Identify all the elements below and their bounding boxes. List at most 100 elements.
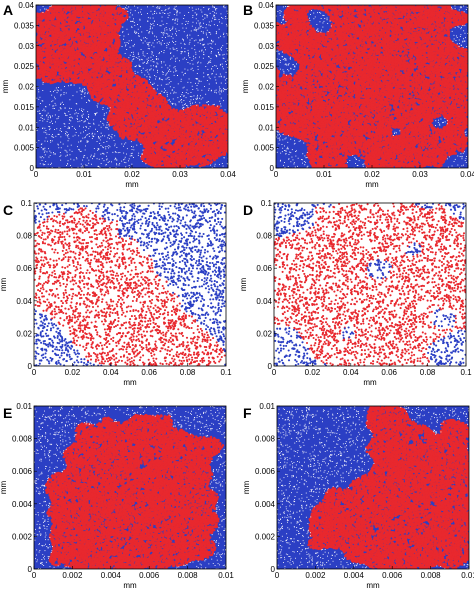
y-tick-label: 0.1 — [261, 199, 273, 208]
x-tick-label: 0.08 — [420, 368, 436, 377]
x-tick-label: 0.01 — [461, 571, 474, 580]
y-axis-label: mm — [241, 80, 250, 94]
series-red-particles — [34, 207, 226, 366]
y-tick-label: 0.008 — [12, 435, 33, 444]
x-axis-label: mm — [125, 180, 139, 189]
plot-frame — [276, 405, 470, 570]
series-blue-speckles — [277, 406, 469, 569]
x-tick-label: 0.002 — [62, 571, 83, 580]
panel-letter: C — [3, 202, 13, 218]
x-tick-label: 0.02 — [305, 368, 321, 377]
y-tick-label: 0.005 — [254, 144, 275, 153]
x-tick-label: 0.1 — [220, 368, 232, 377]
x-tick-label: 0.008 — [178, 571, 199, 580]
x-tick-label: 0.04 — [103, 368, 119, 377]
x-tick-label: 0.008 — [421, 571, 442, 580]
x-tick-label: 0.02 — [364, 170, 380, 179]
plot-area — [276, 5, 468, 168]
x-axis-label: mm — [365, 180, 379, 189]
y-tick-label: 0.002 — [255, 532, 276, 541]
y-axis-label: mm — [0, 278, 8, 292]
y-tick-label: 0.08 — [16, 232, 32, 241]
plot-area — [277, 406, 469, 569]
y-tick-label: 0.02 — [18, 83, 34, 92]
plot-area — [274, 203, 466, 366]
y-tick-label: 0.06 — [256, 264, 272, 273]
y-tick-label: 0.01 — [16, 402, 32, 411]
series-blue-speckles — [36, 5, 228, 168]
x-tick-label: 0 — [32, 571, 37, 580]
y-tick-label: 0.03 — [18, 42, 34, 51]
x-tick-label: 0.01 — [218, 571, 234, 580]
x-tick-label: 0.01 — [76, 170, 92, 179]
x-tick-label: 0.06 — [381, 368, 397, 377]
x-axis-label: mm — [123, 581, 137, 590]
panel-b: 0 0.01 0.02 0.03 0.04 0 0.005 0.01 0.015 0.02 0.02… — [241, 1, 474, 189]
y-tick-label: 0.025 — [254, 62, 275, 71]
y-tick-label: 0.002 — [12, 532, 33, 541]
x-tick-label: 0.04 — [220, 170, 236, 179]
y-tick-label: 0.04 — [18, 1, 34, 10]
y-axis-label: mm — [239, 278, 248, 292]
y-tick-label: 0.01 — [18, 123, 34, 132]
y-tick-label: 0.06 — [16, 264, 32, 273]
series-blue-particles — [274, 203, 466, 366]
panel-f: 0 0.002 0.004 0.006 0.008 0.01 0 0.002 0.004 0.00… — [242, 402, 474, 590]
y-tick-label: 0.01 — [258, 123, 274, 132]
y-tick-label: 0.02 — [256, 329, 272, 338]
panel-a: 0 0.01 0.02 0.03 0.04 0 0.005 0.01 0.015 0.02 0.02… — [1, 1, 236, 189]
y-tick-label: 0 — [28, 565, 33, 574]
panel-c: 0 0.02 0.04 0.06 0.08 0.1 0 0.02 0.04 0.06 0.08 0.1… — [0, 199, 232, 387]
y-tick-label: 0.04 — [256, 297, 272, 306]
y-tick-label: 0.02 — [258, 83, 274, 92]
y-tick-label: 0.02 — [16, 329, 32, 338]
x-axis-label: mm — [123, 378, 137, 387]
y-tick-label: 0.01 — [259, 402, 275, 411]
panel-d: 0 0.02 0.04 0.06 0.08 0.1 0 0.02 0.04 0.06 0.08 0.1… — [239, 199, 472, 387]
panel-letter: A — [3, 2, 13, 18]
y-tick-label: 0.006 — [255, 467, 276, 476]
y-tick-label: 0 — [270, 164, 275, 173]
x-axis-label: mm — [366, 581, 380, 590]
x-tick-label: 0 — [275, 571, 280, 580]
x-tick-label: 0 — [34, 170, 39, 179]
x-tick-label: 0.08 — [180, 368, 196, 377]
y-tick-label: 0.004 — [255, 500, 276, 509]
y-tick-label: 0.035 — [14, 21, 35, 30]
series-red-particles — [274, 203, 466, 366]
y-axis-label: mm — [1, 80, 10, 94]
y-tick-label: 0.015 — [254, 103, 275, 112]
plot-area — [36, 5, 228, 168]
y-tick-label: 0.08 — [256, 232, 272, 241]
x-tick-label: 0 — [274, 170, 279, 179]
plot-area — [34, 406, 226, 569]
y-tick-label: 0 — [271, 565, 276, 574]
y-tick-label: 0.025 — [14, 62, 35, 71]
plot-area — [34, 203, 226, 366]
plot-frame — [273, 202, 467, 367]
y-axis-label: mm — [242, 481, 251, 495]
x-tick-label: 0.006 — [382, 571, 403, 580]
x-tick-label: 0.002 — [305, 571, 326, 580]
y-tick-label: 0.005 — [14, 144, 35, 153]
y-tick-label: 0.04 — [16, 297, 32, 306]
panel-e: 0 0.002 0.004 0.006 0.008 0.01 0 0.002 0.004 0.00… — [0, 402, 234, 590]
y-tick-label: 0.035 — [254, 21, 275, 30]
x-tick-label: 0.06 — [141, 368, 157, 377]
y-tick-label: 0.04 — [258, 1, 274, 10]
panel-letter: F — [243, 405, 252, 421]
x-tick-label: 0 — [272, 368, 277, 377]
y-axis-label: mm — [0, 481, 8, 495]
x-tick-label: 0.006 — [139, 571, 160, 580]
x-tick-label: 0.004 — [344, 571, 365, 580]
y-tick-label: 0.006 — [12, 467, 33, 476]
x-tick-label: 0.02 — [65, 368, 81, 377]
series-blue-speckles — [276, 5, 468, 168]
plot-frame — [33, 202, 227, 367]
panel-letter: D — [243, 202, 253, 218]
x-tick-label: 0.01 — [316, 170, 332, 179]
y-tick-label: 0 — [28, 362, 33, 371]
x-tick-label: 0.04 — [343, 368, 359, 377]
y-tick-label: 0.004 — [12, 500, 33, 509]
